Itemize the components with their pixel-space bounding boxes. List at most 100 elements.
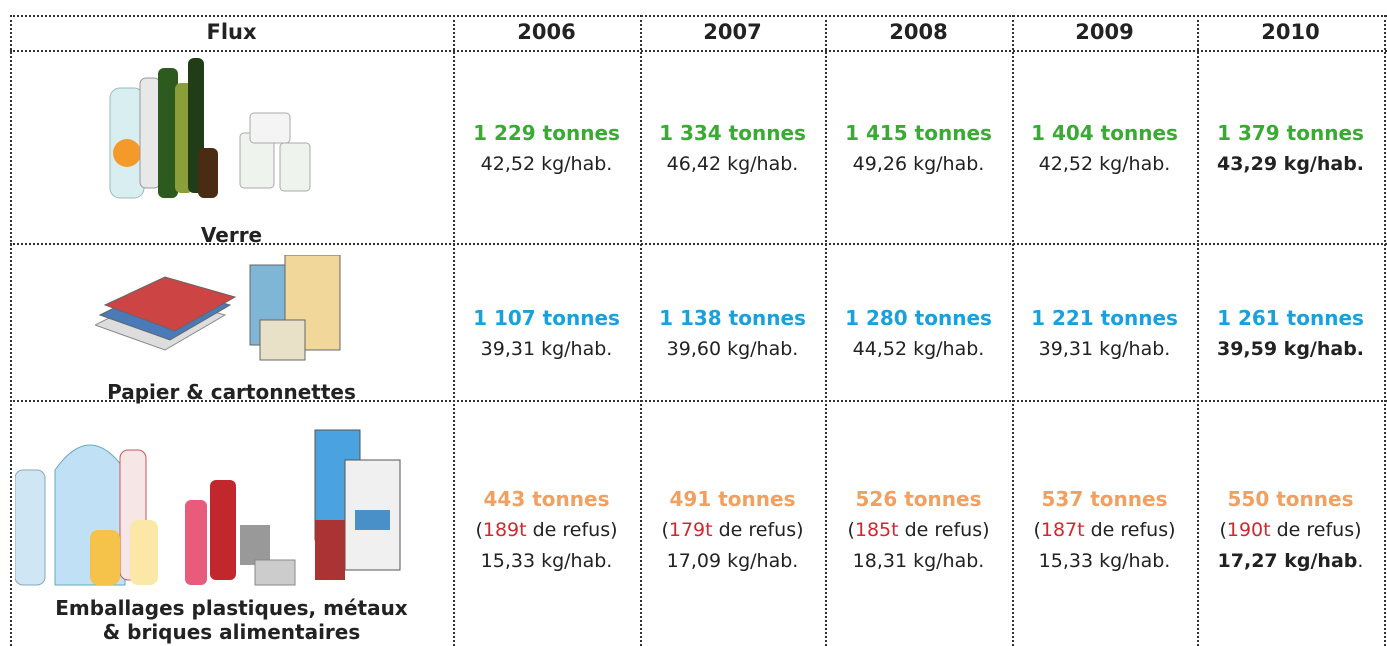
data-cell: 1 221 tonnes 39,31 kg/hab.: [1012, 303, 1197, 365]
kg-value: 39,31 kg/hab.: [481, 338, 613, 360]
kg-value: 17,09 kg/hab.: [667, 550, 799, 572]
illustration-paper: [95, 255, 355, 365]
refus-value: 189t: [483, 519, 527, 541]
data-cell: 1 280 tonnes 44,52 kg/hab.: [825, 303, 1012, 365]
kg-per-inhabitant: 46,42 kg/hab.: [640, 149, 825, 180]
refus: (179t de refus): [640, 515, 825, 546]
kg-value: 39,59 kg/hab.: [1217, 338, 1364, 360]
kg-per-inhabitant: 42,52 kg/hab.: [1012, 149, 1197, 180]
refus: (187t de refus): [1012, 515, 1197, 546]
refus-text: de refus): [527, 519, 618, 541]
refus-value: 179t: [669, 519, 713, 541]
kg-value: 46,42 kg/hab.: [667, 153, 799, 175]
data-cell: 1 261 tonnes 39,59 kg/hab.: [1197, 303, 1384, 365]
refus-text: (: [475, 519, 482, 541]
refus-text: de refus): [899, 519, 990, 541]
tonnes: 491 tonnes: [640, 484, 825, 515]
refus-value: 190t: [1227, 519, 1271, 541]
data-cell: 1 229 tonnes 42,52 kg/hab.: [453, 118, 640, 180]
kg-value: 15,33 kg/hab.: [1039, 550, 1171, 572]
kg-per-inhabitant: 15,33 kg/hab.: [453, 546, 640, 577]
header-cell: Flux: [10, 15, 453, 50]
tonnes: 1 415 tonnes: [825, 118, 1012, 149]
kg-per-inhabitant: 15,33 kg/hab.: [1012, 546, 1197, 577]
flux-label-line: Verre: [10, 223, 453, 247]
kg-value: 42,52 kg/hab.: [1039, 153, 1171, 175]
refus-text: de refus): [1271, 519, 1362, 541]
refus-text: de refus): [713, 519, 804, 541]
tonnes: 1 334 tonnes: [640, 118, 825, 149]
row-border: [10, 50, 1387, 52]
illustration-packaging: [15, 410, 435, 590]
data-cell: 526 tonnes(185t de refus)18,31 kg/hab.: [825, 484, 1012, 577]
header-cell: 2010: [1197, 15, 1384, 50]
data-cell: 1 334 tonnes 46,42 kg/hab.: [640, 118, 825, 180]
kg-value: 49,26 kg/hab.: [853, 153, 985, 175]
refus-text: (: [1219, 519, 1226, 541]
column-border: [1384, 15, 1386, 646]
flux-label-line: & briques alimentaires: [10, 620, 453, 644]
header-cell: 2008: [825, 15, 1012, 50]
kg-per-inhabitant: 42,52 kg/hab.: [453, 149, 640, 180]
tonnes: 1 261 tonnes: [1197, 303, 1384, 334]
refus-text: (: [661, 519, 668, 541]
tonnes: 443 tonnes: [453, 484, 640, 515]
tonnes: 1 221 tonnes: [1012, 303, 1197, 334]
data-cell: 491 tonnes(179t de refus)17,09 kg/hab.: [640, 484, 825, 577]
header-cell: 2009: [1012, 15, 1197, 50]
kg-per-inhabitant: 44,52 kg/hab.: [825, 334, 1012, 365]
refus: (190t de refus): [1197, 515, 1384, 546]
kg-per-inhabitant: 18,31 kg/hab.: [825, 546, 1012, 577]
kg-value: 42,52 kg/hab.: [481, 153, 613, 175]
flux-label: Papier & cartonnettes: [10, 380, 453, 404]
kg-per-inhabitant: 39,31 kg/hab.: [453, 334, 640, 365]
data-cell: 1 379 tonnes 43,29 kg/hab.: [1197, 118, 1384, 180]
page: Flux20062007200820092010 Verre 1 229 tonne…: [0, 0, 1387, 646]
illustration-glass: [100, 58, 330, 203]
flux-label: Emballages plastiques, métaux& briques a…: [10, 596, 453, 644]
refus-text: (: [847, 519, 854, 541]
kg-value: 18,31 kg/hab.: [853, 550, 985, 572]
kg-value: 44,52 kg/hab.: [853, 338, 985, 360]
refus-text: (: [1033, 519, 1040, 541]
kg-value: 15,33 kg/hab.: [481, 550, 613, 572]
kg-per-inhabitant: 39,31 kg/hab.: [1012, 334, 1197, 365]
tonnes: 1 280 tonnes: [825, 303, 1012, 334]
flux-label-line: Papier & cartonnettes: [10, 380, 453, 404]
tonnes: 537 tonnes: [1012, 484, 1197, 515]
kg-per-inhabitant: 39,59 kg/hab.: [1197, 334, 1384, 365]
kg-per-inhabitant: 17,09 kg/hab.: [640, 546, 825, 577]
tonnes: 1 229 tonnes: [453, 118, 640, 149]
kg-value: 43,29 kg/hab.: [1217, 153, 1364, 175]
kg-value: 39,31 kg/hab.: [1039, 338, 1171, 360]
tonnes: 550 tonnes: [1197, 484, 1384, 515]
refus-value: 187t: [1041, 519, 1085, 541]
kg-per-inhabitant: 49,26 kg/hab.: [825, 149, 1012, 180]
tonnes: 526 tonnes: [825, 484, 1012, 515]
kg-per-inhabitant: 43,29 kg/hab.: [1197, 149, 1384, 180]
data-cell: 537 tonnes(187t de refus)15,33 kg/hab.: [1012, 484, 1197, 577]
kg-tail: .: [1357, 550, 1363, 572]
kg-per-inhabitant: 39,60 kg/hab.: [640, 334, 825, 365]
data-cell: 1 404 tonnes 42,52 kg/hab.: [1012, 118, 1197, 180]
column-border: [10, 15, 12, 646]
data-cell: 550 tonnes(190t de refus)17,27 kg/hab.: [1197, 484, 1384, 577]
data-cell: 1 107 tonnes 39,31 kg/hab.: [453, 303, 640, 365]
kg-per-inhabitant: 17,27 kg/hab.: [1197, 546, 1384, 577]
kg-value: 39,60 kg/hab.: [667, 338, 799, 360]
flux-label-line: Emballages plastiques, métaux: [10, 596, 453, 620]
refus: (189t de refus): [453, 515, 640, 546]
header-cell: 2006: [453, 15, 640, 50]
data-cell: 1 415 tonnes 49,26 kg/hab.: [825, 118, 1012, 180]
kg-value: 17,27 kg/hab: [1218, 550, 1358, 572]
flux-label: Verre: [10, 223, 453, 247]
tonnes: 1 379 tonnes: [1197, 118, 1384, 149]
data-cell: 443 tonnes(189t de refus)15,33 kg/hab.: [453, 484, 640, 577]
refus: (185t de refus): [825, 515, 1012, 546]
tonnes: 1 404 tonnes: [1012, 118, 1197, 149]
refus-text: de refus): [1085, 519, 1176, 541]
header-cell: 2007: [640, 15, 825, 50]
tonnes: 1 107 tonnes: [453, 303, 640, 334]
refus-value: 185t: [855, 519, 899, 541]
